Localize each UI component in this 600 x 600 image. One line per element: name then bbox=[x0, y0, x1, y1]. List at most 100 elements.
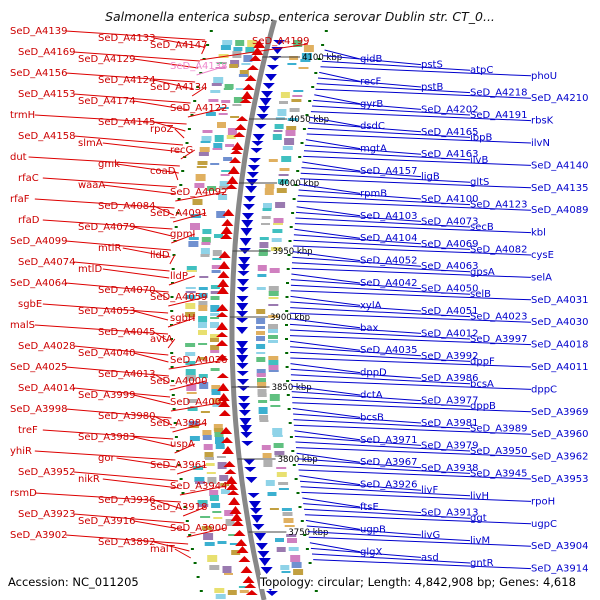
feature-block bbox=[201, 242, 211, 245]
right-gene-label-rpoh: rpoH bbox=[531, 496, 555, 507]
right-leader-line bbox=[293, 419, 471, 430]
right-leader-line bbox=[293, 245, 532, 256]
forward-gene-arrow bbox=[216, 304, 229, 311]
right-leader-line bbox=[306, 133, 532, 144]
feature-block bbox=[262, 208, 272, 211]
feature-block bbox=[219, 475, 229, 481]
feature-block bbox=[205, 112, 216, 116]
tick-mark bbox=[285, 310, 289, 312]
feature-block bbox=[274, 455, 285, 457]
tick-mark bbox=[302, 128, 306, 130]
forward-gene-arrow bbox=[242, 84, 255, 90]
feature-block bbox=[269, 268, 280, 273]
right-gene-label-gpsa: gpsA bbox=[470, 267, 495, 278]
forward-gene-arrow bbox=[222, 209, 235, 216]
forward-gene-arrow bbox=[228, 497, 241, 505]
reverse-gene-arrow bbox=[236, 287, 249, 292]
tick-mark bbox=[285, 324, 288, 326]
tick-mark bbox=[311, 86, 315, 88]
right-leader-line bbox=[307, 127, 471, 138]
feature-block bbox=[287, 118, 298, 121]
feature-block bbox=[261, 223, 270, 225]
forward-gene-arrow bbox=[217, 279, 230, 287]
tick-mark bbox=[206, 44, 210, 46]
tick-mark bbox=[171, 380, 175, 382]
left-gene-label-gor: gor bbox=[98, 453, 115, 464]
feature-block bbox=[199, 147, 210, 152]
forward-gene-arrow bbox=[225, 476, 238, 484]
right-leader-line bbox=[310, 111, 532, 122]
right-leader-line bbox=[304, 144, 422, 155]
forward-gene-arrow bbox=[230, 149, 243, 154]
kbp-label: 3850 kbp bbox=[272, 383, 312, 393]
feature-block bbox=[185, 352, 196, 356]
left-gene-label-sed-a3983: SeD_A3983 bbox=[78, 432, 136, 443]
kbp-label: 3950 kbp bbox=[273, 247, 313, 257]
feature-block bbox=[273, 223, 283, 225]
feature-block bbox=[278, 482, 289, 485]
feature-block bbox=[209, 490, 219, 496]
right-leader-line bbox=[289, 335, 532, 346]
right-leader-line bbox=[291, 391, 422, 402]
feature-block bbox=[227, 590, 237, 595]
feature-block bbox=[268, 304, 279, 306]
feature-block bbox=[256, 331, 265, 335]
right-gene-label-sed-a4063: SeD_A4063 bbox=[421, 261, 479, 272]
tick-mark bbox=[288, 240, 292, 242]
reverse-gene-arrow bbox=[256, 114, 269, 120]
left-leader-line bbox=[167, 317, 195, 328]
right-leader-line bbox=[296, 452, 361, 463]
genome-title: Salmonella enterica subsp. enterica sero… bbox=[105, 9, 495, 24]
left-gene-label-sed-a3900: SeD_A3900 bbox=[170, 523, 228, 534]
feature-block bbox=[223, 88, 233, 90]
left-gene-label-sed-a4026: SeD_A4026 bbox=[170, 355, 228, 366]
left-gene-label-rfac: rfaC bbox=[18, 173, 39, 184]
reverse-gene-arrow bbox=[236, 348, 249, 355]
reverse-gene-arrow bbox=[255, 543, 268, 550]
tick-mark bbox=[286, 394, 290, 396]
feature-block bbox=[289, 108, 300, 112]
right-leader-line bbox=[307, 531, 471, 542]
tick-mark bbox=[300, 142, 304, 144]
left-leader-line bbox=[169, 254, 176, 265]
feature-block bbox=[257, 393, 267, 397]
right-gene-label-sed-a4012: SeD_A4012 bbox=[421, 328, 479, 339]
left-gene-label-sed-a4124: SeD_A4124 bbox=[98, 75, 156, 86]
reverse-gene-arrow bbox=[266, 591, 278, 596]
tick-mark bbox=[170, 338, 173, 340]
left-leader-line bbox=[116, 163, 179, 174]
feature-block bbox=[257, 378, 266, 385]
forward-gene-arrow bbox=[233, 132, 246, 137]
left-leader-line bbox=[116, 457, 177, 468]
right-gene-label-livm: livM bbox=[470, 536, 490, 547]
feature-block bbox=[257, 382, 267, 388]
feature-block bbox=[213, 517, 223, 519]
right-gene-label-sed-a3979: SeD_A3979 bbox=[421, 440, 479, 451]
right-leader-line bbox=[291, 396, 471, 407]
tick-mark bbox=[314, 72, 318, 74]
right-gene-label-sed-a4073: SeD_A4073 bbox=[421, 216, 479, 227]
right-gene-label-ugpc: ugpC bbox=[531, 519, 557, 530]
feature-block bbox=[259, 242, 269, 248]
feature-block bbox=[185, 369, 196, 376]
right-gene-label-selb: selB bbox=[470, 289, 491, 300]
tick-mark bbox=[291, 212, 295, 214]
right-leader-line bbox=[290, 290, 532, 301]
right-gene-label-sed-a3992: SeD_A3992 bbox=[421, 351, 479, 362]
left-leader-line bbox=[73, 261, 170, 272]
forward-gene-arrow bbox=[216, 373, 229, 378]
feature-block bbox=[259, 415, 269, 420]
feature-block bbox=[273, 130, 283, 132]
left-gene-label-nikr: nikR bbox=[78, 474, 100, 485]
left-gene-label-rfad: rfaD bbox=[18, 215, 40, 226]
tick-mark bbox=[286, 380, 290, 382]
feature-block bbox=[258, 253, 268, 256]
reverse-gene-arrow bbox=[258, 558, 271, 566]
feature-block bbox=[257, 389, 267, 395]
left-gene-label-sed-a4040: SeD_A4040 bbox=[78, 348, 136, 359]
left-gene-label-sed-a4014: SeD_A4014 bbox=[18, 383, 76, 394]
left-leader-line bbox=[34, 198, 175, 209]
left-gene-label-rfaf: rfaF bbox=[10, 194, 30, 205]
reverse-gene-arrow bbox=[252, 134, 265, 141]
feature-block bbox=[272, 134, 282, 140]
